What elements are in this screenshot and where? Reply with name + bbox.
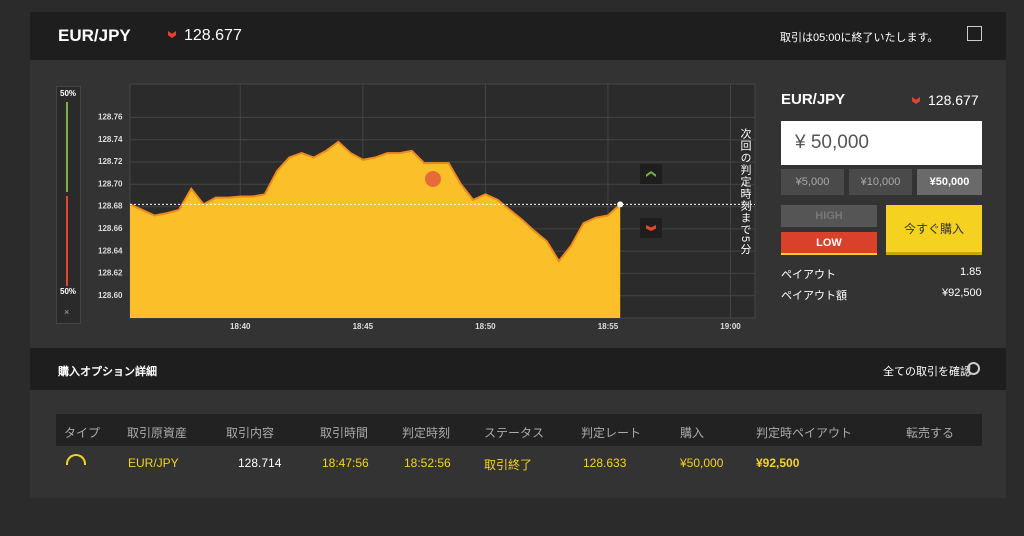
amount-input[interactable]: ¥ 50,000 — [781, 121, 982, 165]
x-tick-label: 18:50 — [475, 322, 496, 331]
gauge — [56, 86, 81, 324]
table-header-cell: 取引内容 — [226, 426, 275, 440]
view-all[interactable]: 全ての取引を確認 — [883, 366, 971, 378]
options-title: 購入オプション詳細 — [58, 366, 157, 378]
payout-label: ペイアウト — [781, 269, 836, 281]
y-tick-label: 128.60 — [98, 291, 123, 300]
options-bar — [30, 348, 1006, 390]
pair: EUR/JPY — [58, 26, 131, 45]
table-cell: 128.714 — [238, 456, 282, 470]
preset[interactable]: ¥10,000 — [849, 169, 912, 195]
y-tick-label: 128.66 — [98, 224, 123, 233]
y-tick-label: 128.76 — [98, 113, 123, 122]
table-cell: ¥50,000 — [680, 456, 724, 470]
table-header-cell: 取引原資産 — [127, 426, 188, 440]
notice: 取引は05:00に終了いたします。 — [780, 32, 939, 44]
current-point — [617, 201, 624, 208]
table-header-cell: 転売する — [906, 426, 955, 440]
gauge-down — [66, 196, 68, 286]
trade-marker — [425, 171, 441, 187]
high-button[interactable]: HIGH — [781, 205, 877, 227]
table-header-cell: タイプ — [64, 426, 101, 440]
y-tick-label: 128.74 — [98, 135, 123, 144]
payout-amount-label: ペイアウト額 — [781, 290, 847, 302]
payout-amount: ¥92,500 — [942, 287, 982, 299]
gauge-up — [66, 102, 68, 192]
payout: 1.85 — [960, 266, 982, 278]
type-icon — [66, 454, 86, 465]
low-marker — [640, 218, 662, 238]
panel-down-icon — [912, 97, 920, 104]
area-line — [129, 140, 621, 263]
x-tick-label: 19:00 — [720, 322, 741, 331]
table-cell: ¥92,500 — [756, 456, 800, 470]
table-header-cell: 購入 — [680, 426, 705, 440]
y-tick-label: 128.68 — [98, 202, 123, 211]
top-bar — [30, 12, 1006, 60]
rate: 128.677 — [184, 27, 242, 44]
gauge-close[interactable]: × — [64, 307, 70, 317]
search-icon[interactable] — [967, 362, 980, 375]
y-tick-label: 128.62 — [98, 269, 123, 278]
preset[interactable]: ¥5,000 — [781, 169, 844, 195]
down-icon — [168, 31, 176, 38]
y-tick-label: 128.64 — [98, 246, 123, 255]
low-button[interactable]: LOW — [781, 232, 877, 255]
x-tick-label: 18:45 — [353, 322, 374, 331]
table-header-cell: ステータス — [484, 426, 545, 440]
table-header — [56, 414, 982, 446]
preset[interactable]: ¥50,000 — [917, 169, 982, 195]
table-header-cell: 判定時ペイアウト — [756, 426, 853, 440]
y-tick-label: 128.72 — [98, 157, 123, 166]
area — [130, 141, 621, 318]
table-cell: 18:47:56 — [322, 456, 369, 470]
popout-icon[interactable] — [967, 26, 982, 41]
gauge-top: 50% — [60, 89, 77, 98]
x-tick-label: 18:55 — [598, 322, 619, 331]
panel-rate: 128.677 — [928, 92, 979, 108]
y-tick-label: 128.70 — [98, 179, 123, 188]
annotation: 次回の判定時刻まで5分 — [739, 128, 751, 256]
panel-pair: EUR/JPY — [781, 91, 846, 108]
table-cell: 取引終了 — [484, 458, 533, 472]
gauge-bottom: 50% — [60, 287, 77, 296]
table-header-cell: 判定レート — [581, 426, 642, 440]
x-tick-label: 18:40 — [230, 322, 251, 331]
table-cell: 18:52:56 — [404, 456, 451, 470]
high-marker — [640, 164, 662, 184]
table-cell: 128.633 — [583, 456, 627, 470]
buy-button[interactable]: 今すぐ購入 — [886, 205, 982, 255]
table-header-cell: 取引時間 — [320, 426, 369, 440]
table-cell: EUR/JPY — [128, 456, 179, 470]
table-header-cell: 判定時刻 — [402, 426, 451, 440]
